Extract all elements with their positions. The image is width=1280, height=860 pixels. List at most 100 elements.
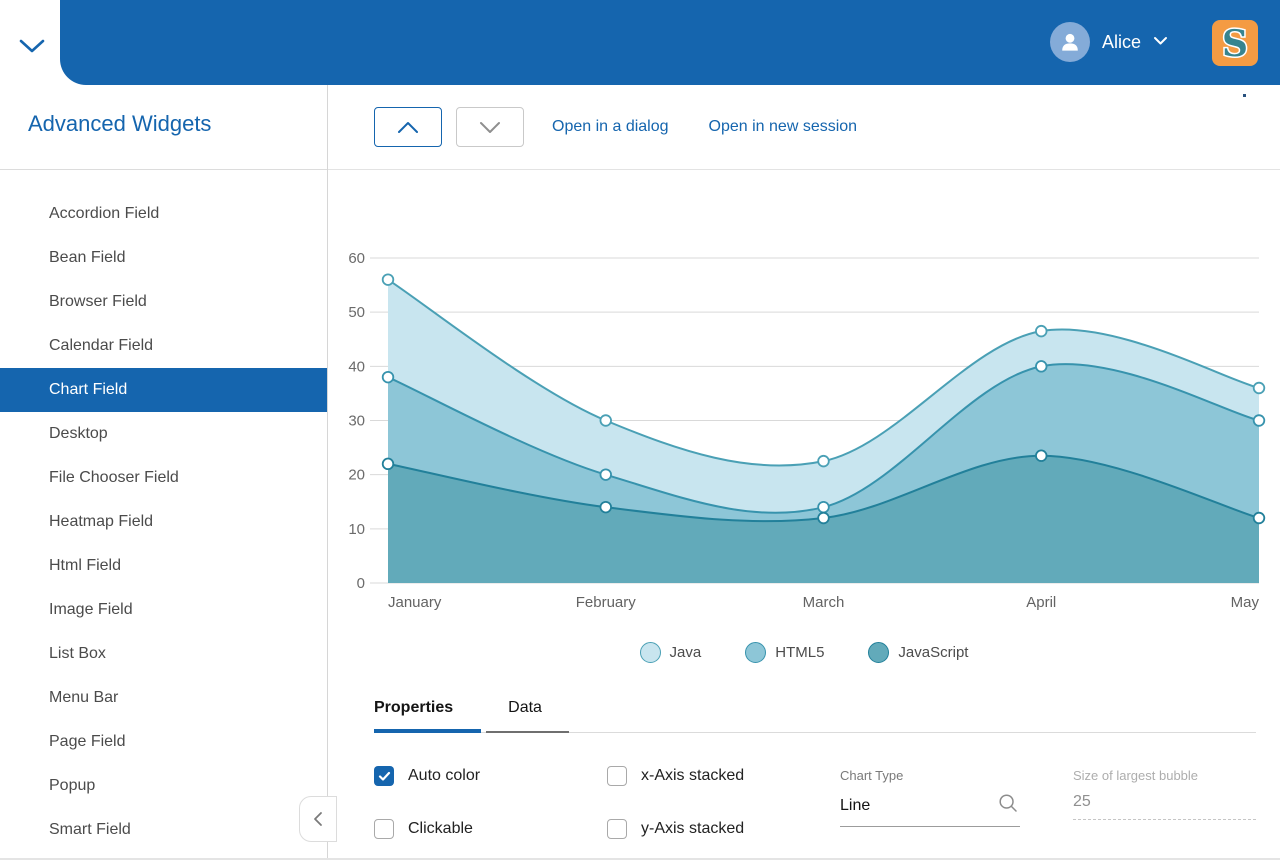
checkbox-unchecked-icon[interactable]	[607, 766, 627, 786]
tab-box: Properties Data	[374, 699, 1256, 733]
user-menu[interactable]: Alice	[1050, 22, 1168, 62]
y-tick-40: 40	[348, 358, 365, 375]
data-point-javascript-january[interactable]	[383, 459, 394, 470]
bubble-size-field: Size of largest bubble 25	[1073, 768, 1256, 820]
legend-swatch	[640, 642, 661, 663]
x-tick-february: February	[576, 594, 637, 611]
outline-sidebar: Advanced Widgets Accordion FieldBean Fie…	[0, 85, 328, 860]
checkbox-grid: Auto color x-Axis stacked Clickable y-Axis …	[374, 766, 840, 839]
checkbox-x-axis-stacked[interactable]: x-Axis stacked	[607, 766, 840, 786]
chart-svg: 0102030405060JanuaryFebruaryMarchAprilMa…	[328, 170, 1280, 630]
chart-type-input[interactable]: Line	[840, 783, 1020, 827]
checkbox-checked-icon[interactable]	[374, 766, 394, 786]
detail-area: Open in a dialog Open in new session 0 10…	[328, 85, 1280, 860]
chart-type-value: Line	[840, 797, 870, 815]
data-point-html5-february[interactable]	[600, 469, 611, 480]
sidebar-item-accordion-field[interactable]: Accordion Field	[0, 192, 327, 236]
legend-item-html5[interactable]: HTML5	[745, 642, 824, 663]
legend-item-java[interactable]: Java	[640, 642, 702, 663]
stray-dot	[1243, 94, 1246, 97]
chevron-down-icon[interactable]	[18, 38, 46, 59]
outline-tree: Accordion FieldBean FieldBrowser FieldCa…	[0, 170, 327, 852]
legend-label: JavaScript	[898, 644, 968, 661]
sidebar-item-html-field[interactable]: Html Field	[0, 544, 327, 588]
data-point-javascript-march[interactable]	[818, 513, 829, 524]
legend-item-javascript[interactable]: JavaScript	[868, 642, 968, 663]
data-point-javascript-february[interactable]	[600, 502, 611, 513]
sidebar-collapse-handle[interactable]	[299, 796, 337, 842]
y-tick-60: 60	[348, 250, 365, 267]
tab-properties[interactable]: Properties	[374, 699, 481, 733]
outline-title-box: Advanced Widgets	[0, 85, 327, 170]
y-tick-0: 0	[357, 575, 365, 592]
data-point-java-january[interactable]	[383, 274, 394, 285]
chevron-up-icon	[397, 120, 419, 135]
sidebar-item-popup[interactable]: Popup	[0, 764, 327, 808]
chart-legend: Java HTML5 JavaScript	[328, 632, 1280, 672]
checkbox-label: Auto color	[408, 767, 480, 785]
checkbox-unchecked-icon[interactable]	[607, 819, 627, 839]
legend-swatch	[868, 642, 889, 663]
legend-label: HTML5	[775, 644, 824, 661]
avatar	[1050, 22, 1090, 62]
y-tick-10: 10	[348, 521, 365, 538]
desktop-header: Alice S	[0, 0, 1280, 85]
checkbox-label: y-Axis stacked	[641, 820, 744, 838]
sidebar-item-image-field[interactable]: Image Field	[0, 588, 327, 632]
checkbox-auto-color[interactable]: Auto color	[374, 766, 607, 786]
checkbox-label: x-Axis stacked	[641, 767, 744, 785]
data-point-java-march[interactable]	[818, 456, 829, 467]
sidebar-item-calendar-field[interactable]: Calendar Field	[0, 324, 327, 368]
previous-widget-button[interactable]	[374, 107, 442, 147]
application-window: Alice S Advanced Widgets Accordion Field…	[0, 0, 1280, 860]
open-in-new-session-link[interactable]: Open in new session	[709, 118, 858, 136]
logo-letter: S	[1222, 23, 1248, 65]
data-point-javascript-may[interactable]	[1254, 513, 1265, 524]
checkbox-y-axis-stacked[interactable]: y-Axis stacked	[607, 819, 840, 839]
data-point-html5-january[interactable]	[383, 372, 394, 383]
data-point-javascript-april[interactable]	[1036, 450, 1047, 461]
checkbox-unchecked-icon[interactable]	[374, 819, 394, 839]
sidebar-item-chart-field[interactable]: Chart Field	[0, 368, 327, 412]
data-point-html5-may[interactable]	[1254, 415, 1265, 426]
data-point-java-april[interactable]	[1036, 326, 1047, 337]
data-point-html5-april[interactable]	[1036, 361, 1047, 372]
checkbox-clickable[interactable]: Clickable	[374, 819, 607, 839]
sidebar-item-smart-field[interactable]: Smart Field	[0, 808, 327, 852]
chevron-down-icon	[479, 120, 501, 135]
checkbox-label: Clickable	[408, 820, 473, 838]
y-tick-30: 30	[348, 413, 365, 430]
legend-swatch	[745, 642, 766, 663]
next-widget-button[interactable]	[456, 107, 524, 147]
sidebar-item-list-box[interactable]: List Box	[0, 632, 327, 676]
scout-logo: S	[1212, 20, 1258, 66]
bubble-size-label: Size of largest bubble	[1073, 768, 1256, 783]
properties-panel: Auto color x-Axis stacked Clickable y-Axis …	[328, 733, 1280, 839]
bubble-size-value: 25	[1073, 793, 1091, 811]
sidebar-item-desktop[interactable]: Desktop	[0, 412, 327, 456]
sidebar-item-bean-field[interactable]: Bean Field	[0, 236, 327, 280]
search-icon[interactable]	[998, 793, 1018, 818]
bubble-size-input: 25	[1073, 783, 1256, 820]
chart-type-field: Chart Type Line	[840, 768, 1073, 827]
view-tab[interactable]	[0, 0, 60, 85]
user-name: Alice	[1102, 32, 1141, 53]
y-tick-50: 50	[348, 304, 365, 321]
data-point-java-february[interactable]	[600, 415, 611, 426]
legend-label: Java	[670, 644, 702, 661]
chevron-left-icon	[313, 811, 323, 827]
tab-data[interactable]: Data	[486, 699, 569, 733]
sidebar-item-menu-bar[interactable]: Menu Bar	[0, 676, 327, 720]
sidebar-item-file-chooser-field[interactable]: File Chooser Field	[0, 456, 327, 500]
open-in-dialog-link[interactable]: Open in a dialog	[552, 118, 669, 136]
sidebar-item-browser-field[interactable]: Browser Field	[0, 280, 327, 324]
menubar: Open in a dialog Open in new session	[328, 85, 1280, 170]
x-tick-january: January	[388, 594, 442, 611]
sidebar-item-page-field[interactable]: Page Field	[0, 720, 327, 764]
x-tick-march: March	[803, 594, 845, 611]
user-chevron-down-icon	[1153, 33, 1168, 51]
sidebar-item-heatmap-field[interactable]: Heatmap Field	[0, 500, 327, 544]
data-point-html5-march[interactable]	[818, 502, 829, 513]
data-point-java-may[interactable]	[1254, 383, 1265, 394]
outline-title: Advanced Widgets	[28, 111, 327, 137]
